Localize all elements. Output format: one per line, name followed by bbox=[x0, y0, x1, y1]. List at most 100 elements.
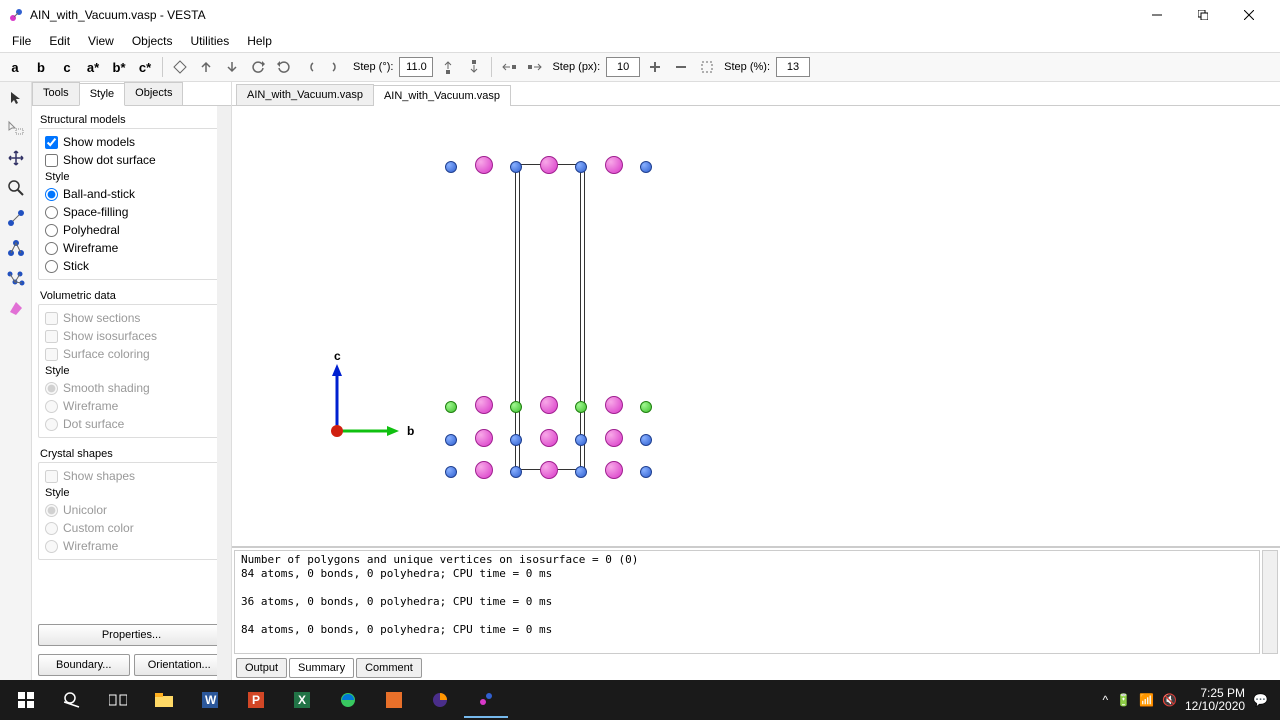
step-px-input[interactable] bbox=[606, 57, 640, 77]
svg-text:P: P bbox=[252, 693, 260, 707]
tray-chevron-icon[interactable]: ^ bbox=[1102, 693, 1108, 707]
axis-b-button[interactable]: b bbox=[30, 56, 52, 78]
rotate-ccw-icon[interactable] bbox=[247, 56, 269, 78]
step-pct-input[interactable] bbox=[776, 57, 810, 77]
step-px-label: Step (px): bbox=[550, 61, 602, 73]
show-isosurfaces-checkbox: Show isosurfaces bbox=[45, 327, 218, 345]
maximize-button[interactable] bbox=[1180, 0, 1226, 30]
taskbar: W P X ^ 🔋 📶 🔇 7:25 PM 12/10/2020 💬 bbox=[0, 680, 1280, 720]
excel-icon[interactable]: X bbox=[280, 682, 324, 718]
vol-smooth-radio: Smooth shading bbox=[45, 379, 218, 397]
side-tab-tools[interactable]: Tools bbox=[32, 82, 80, 105]
menu-objects[interactable]: Objects bbox=[124, 32, 181, 50]
toolbar: a b c a* b* c* Step (°): Step (px): Step… bbox=[0, 52, 1280, 82]
show-models-checkbox[interactable]: Show models bbox=[45, 133, 218, 151]
zoom-out-icon[interactable] bbox=[670, 56, 692, 78]
fit-icon[interactable] bbox=[696, 56, 718, 78]
style-polyhedral-radio[interactable]: Polyhedral bbox=[45, 221, 218, 239]
surface-coloring-checkbox: Surface coloring bbox=[45, 345, 218, 363]
menu-view[interactable]: View bbox=[80, 32, 122, 50]
tray-battery-icon[interactable]: 🔋 bbox=[1116, 693, 1131, 707]
rotate-up-icon[interactable] bbox=[195, 56, 217, 78]
translate-down-icon[interactable] bbox=[463, 56, 485, 78]
magnify-tool-icon[interactable] bbox=[4, 176, 28, 200]
tab-output[interactable]: Output bbox=[236, 658, 287, 678]
side-panel: Tools Style Objects Structural models Sh… bbox=[32, 82, 232, 680]
show-shapes-checkbox: Show shapes bbox=[45, 467, 218, 485]
select-tool-icon[interactable] bbox=[4, 116, 28, 140]
pointer-tool-icon[interactable] bbox=[4, 86, 28, 110]
cs-wireframe-radio: Wireframe bbox=[45, 537, 218, 555]
search-icon[interactable] bbox=[50, 682, 94, 718]
menu-edit[interactable]: Edit bbox=[41, 32, 78, 50]
firefox-icon[interactable] bbox=[418, 682, 462, 718]
axis-cstar-button[interactable]: c* bbox=[134, 56, 156, 78]
style-label: Style bbox=[45, 169, 218, 185]
output-console: Number of polygons and unique vertices o… bbox=[234, 550, 1260, 654]
rotate-right-icon[interactable] bbox=[325, 56, 347, 78]
file-tabs: AIN_with_Vacuum.vasp AIN_with_Vacuum.vas… bbox=[232, 82, 1280, 106]
task-view-icon[interactable] bbox=[96, 682, 140, 718]
translate-right-icon[interactable] bbox=[524, 56, 546, 78]
system-tray[interactable]: ^ 🔋 📶 🔇 7:25 PM 12/10/2020 💬 bbox=[1102, 687, 1276, 713]
style-ball-stick-radio[interactable]: Ball-and-stick bbox=[45, 185, 218, 203]
axis-a-button[interactable]: a bbox=[4, 56, 26, 78]
translate-left-icon[interactable] bbox=[498, 56, 520, 78]
console-scrollbar[interactable] bbox=[1262, 550, 1278, 654]
rotate-cw-icon[interactable] bbox=[273, 56, 295, 78]
tray-clock[interactable]: 7:25 PM 12/10/2020 bbox=[1185, 687, 1245, 713]
translate-up-icon[interactable] bbox=[437, 56, 459, 78]
tray-wifi-icon[interactable]: 📶 bbox=[1139, 693, 1154, 707]
left-toolbar bbox=[0, 82, 32, 680]
side-tab-objects[interactable]: Objects bbox=[124, 82, 183, 105]
vesta-taskbar-icon[interactable] bbox=[464, 682, 508, 718]
tab-comment[interactable]: Comment bbox=[356, 658, 422, 678]
orientation-button[interactable]: Orientation... bbox=[134, 654, 226, 676]
tray-volume-icon[interactable]: 🔇 bbox=[1162, 693, 1177, 707]
rotate-down-icon[interactable] bbox=[221, 56, 243, 78]
style-stick-radio[interactable]: Stick bbox=[45, 257, 218, 275]
close-button[interactable] bbox=[1226, 0, 1272, 30]
boundary-button[interactable]: Boundary... bbox=[38, 654, 130, 676]
dihedral-tool-icon[interactable] bbox=[4, 266, 28, 290]
minimize-button[interactable] bbox=[1134, 0, 1180, 30]
show-dot-surface-checkbox[interactable]: Show dot surface bbox=[45, 151, 218, 169]
zoom-in-icon[interactable] bbox=[644, 56, 666, 78]
cs-style-label: Style bbox=[45, 485, 218, 501]
powerpoint-icon[interactable]: P bbox=[234, 682, 278, 718]
rotate-icon[interactable] bbox=[169, 56, 191, 78]
structural-models-title: Structural models bbox=[38, 110, 225, 128]
app-icon-1[interactable] bbox=[372, 682, 416, 718]
move-tool-icon[interactable] bbox=[4, 146, 28, 170]
menu-help[interactable]: Help bbox=[239, 32, 280, 50]
properties-button[interactable]: Properties... bbox=[38, 624, 225, 646]
explorer-icon[interactable] bbox=[142, 682, 186, 718]
file-tab-1[interactable]: AIN_with_Vacuum.vasp bbox=[373, 85, 511, 106]
cs-unicolor-radio: Unicolor bbox=[45, 501, 218, 519]
file-tab-0[interactable]: AIN_with_Vacuum.vasp bbox=[236, 84, 374, 105]
side-scrollbar[interactable] bbox=[217, 106, 231, 680]
axis-bstar-button[interactable]: b* bbox=[108, 56, 130, 78]
start-button[interactable] bbox=[4, 682, 48, 718]
tab-summary[interactable]: Summary bbox=[289, 658, 354, 678]
viewport-3d[interactable]: c b bbox=[232, 106, 1280, 546]
angle-tool-icon[interactable] bbox=[4, 236, 28, 260]
axis-c-button[interactable]: c bbox=[56, 56, 78, 78]
step-degree-label: Step (°): bbox=[351, 61, 395, 73]
bond-tool-icon[interactable] bbox=[4, 206, 28, 230]
style-wireframe-radio[interactable]: Wireframe bbox=[45, 239, 218, 257]
rotate-left-icon[interactable] bbox=[299, 56, 321, 78]
svg-text:X: X bbox=[298, 693, 306, 707]
step-degree-input[interactable] bbox=[399, 57, 433, 77]
style-space-filling-radio[interactable]: Space-filling bbox=[45, 203, 218, 221]
crystal-shapes-title: Crystal shapes bbox=[38, 444, 225, 462]
axis-astar-button[interactable]: a* bbox=[82, 56, 104, 78]
side-tab-style[interactable]: Style bbox=[79, 83, 125, 106]
edge-icon[interactable] bbox=[326, 682, 370, 718]
word-icon[interactable]: W bbox=[188, 682, 232, 718]
plane-tool-icon[interactable] bbox=[4, 296, 28, 320]
tray-notifications-icon[interactable]: 💬 bbox=[1253, 693, 1268, 707]
menu-utilities[interactable]: Utilities bbox=[183, 32, 238, 50]
menu-file[interactable]: File bbox=[4, 32, 39, 50]
vol-dot-radio: Dot surface bbox=[45, 415, 218, 433]
